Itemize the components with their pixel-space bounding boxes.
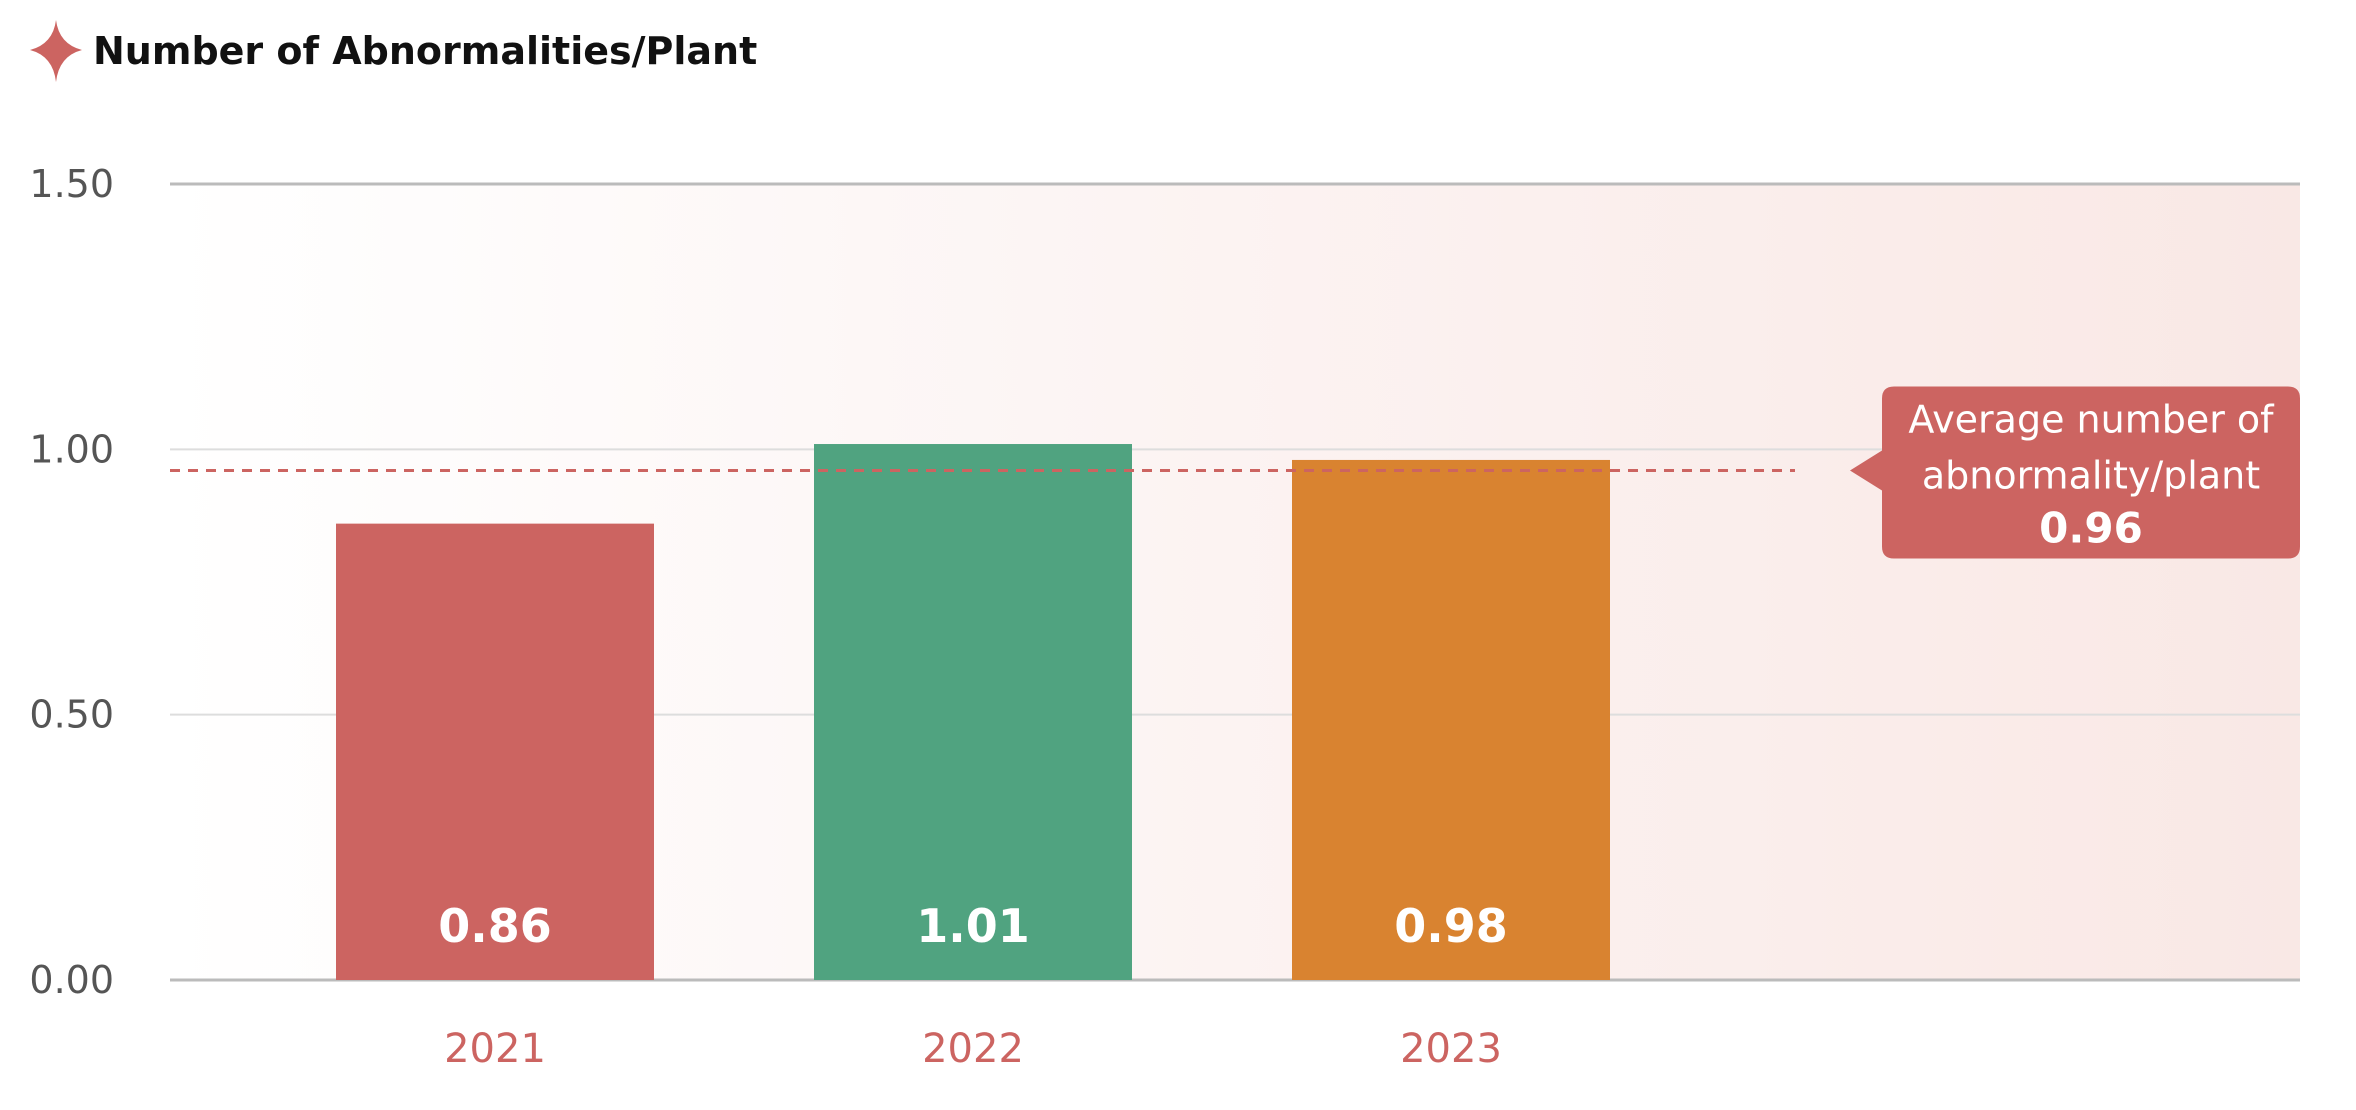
y-tick-label: 0.50 (29, 693, 114, 737)
bar-value-label: 0.86 (438, 899, 552, 953)
bar-2023 (1292, 459, 1610, 980)
average-callout-label-line1: Average number of (1908, 398, 2275, 442)
y-tick-label: 1.50 (29, 162, 114, 206)
average-callout-label-line2: abnormality/plant (1922, 454, 2260, 498)
x-axis-ticks: 2021 2022 2023 (444, 1026, 1502, 1072)
y-tick-label: 1.00 (29, 427, 114, 471)
x-tick-label: 2022 (922, 1026, 1024, 1072)
bars (336, 444, 1610, 980)
y-axis-ticks: 0.00 0.50 1.00 1.50 (29, 162, 114, 1002)
chart-title-group: Number of Abnormalities/Plant (30, 20, 757, 82)
bar-2022 (814, 444, 1132, 980)
x-tick-label: 2023 (1400, 1026, 1502, 1072)
average-callout-box (1850, 386, 2300, 559)
bar-value-labels: 0.86 1.01 0.98 (438, 899, 1508, 953)
chart-title: Number of Abnormalities/Plant (93, 29, 757, 73)
bar-value-label: 1.01 (916, 899, 1030, 953)
x-tick-label: 2021 (444, 1026, 546, 1072)
y-tick-label: 0.00 (29, 958, 114, 1002)
average-callout: Average number of abnormality/plant 0.96 (1850, 386, 2300, 559)
average-callout-value: 0.96 (2039, 504, 2143, 553)
bar-2021 (336, 523, 654, 980)
four-point-star-icon (30, 20, 82, 82)
bar-value-label: 0.98 (1394, 899, 1508, 953)
